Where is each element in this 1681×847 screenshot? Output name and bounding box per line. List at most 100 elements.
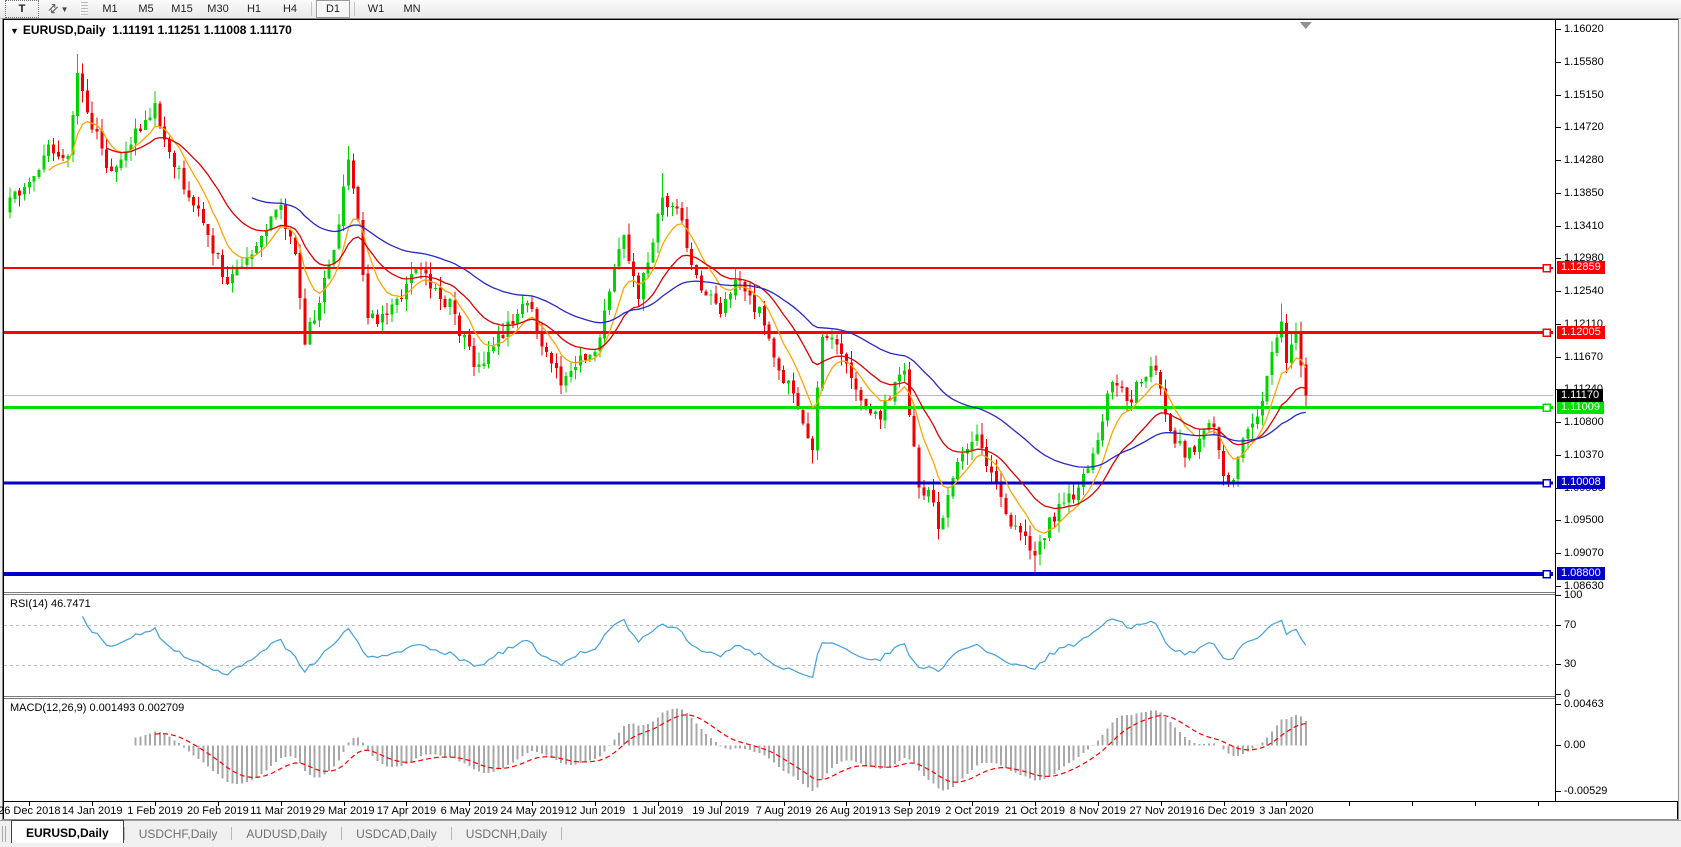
candle-body — [76, 72, 80, 117]
timeframe-button-m1[interactable]: M1 — [102, 3, 118, 15]
candle-body — [201, 208, 205, 223]
macd-chart-canvas[interactable] — [4, 699, 1555, 801]
chart-shift-marker-icon[interactable] — [1299, 22, 1312, 29]
current-price-badge: 1.11170 — [1557, 388, 1604, 402]
candle-body — [791, 380, 795, 394]
candle-body — [690, 249, 694, 266]
candle-body — [1033, 551, 1037, 556]
price-axis[interactable]: 1.16020 1.15580 1.15150 1.14720 1.14280 1.138… — [1555, 20, 1678, 801]
candle-body — [1246, 428, 1250, 439]
candle-body — [675, 206, 679, 209]
top-toolbar: T ⇅ ▼ M1 M5 M15 M30 H1 H4 D1 W1 MN — [0, 0, 1681, 19]
candle-body — [1231, 479, 1235, 483]
timeframe-button-h1[interactable]: H1 — [246, 3, 262, 15]
candle-body — [898, 374, 902, 382]
toolbar-separator — [354, 2, 355, 16]
candle-body — [259, 236, 263, 248]
chart-tab-eurusd[interactable]: EURUSD,Daily — [11, 820, 124, 843]
candle-body — [433, 287, 437, 289]
candle-body — [90, 112, 94, 130]
candle-body — [931, 490, 935, 503]
timeframe-button-w1[interactable]: W1 — [367, 3, 385, 15]
macd-signal-line — [155, 714, 1306, 783]
tab-divider — [341, 827, 343, 840]
rsi-chart-canvas[interactable] — [4, 595, 1555, 699]
candle-body — [332, 250, 336, 264]
timeframe-button-m30[interactable]: M30 — [207, 3, 229, 15]
collapse-arrow-icon[interactable]: ▼ — [10, 26, 19, 36]
price-tick-1.13850: 1.13850 — [1556, 186, 1604, 199]
date-label-8-Nov-2019: 8 Nov 2019 — [1069, 805, 1127, 817]
candle-body — [487, 351, 491, 364]
moving-average-20 — [106, 136, 1306, 510]
toolbar-separator — [311, 2, 312, 16]
cursor-tools-button[interactable]: ⇅ ▼ — [41, 0, 75, 18]
candle-body — [482, 363, 486, 366]
candle-body — [1135, 381, 1139, 404]
candle-body — [458, 315, 462, 337]
date-label-29-Mar-2019: 29 Mar 2019 — [312, 805, 375, 817]
hline-price-badge-1.12859: 1.12859 — [1557, 261, 1605, 275]
macd-label: MACD(12,26,9) 0.001493 0.002709 — [10, 702, 185, 714]
timeframe-button-m5[interactable]: M5 — [138, 3, 154, 15]
ohlc-values: 1.11191 1.11251 1.11008 1.11170 — [112, 23, 292, 37]
status-strip — [0, 842, 1681, 847]
candle-body — [1284, 323, 1288, 364]
candle-body — [1120, 386, 1124, 389]
chart-tab-usdcnh[interactable]: USDCNH,Daily — [465, 826, 548, 841]
line-anchor-marker[interactable] — [1542, 403, 1551, 412]
candle-body — [873, 411, 877, 415]
candle-body — [627, 234, 631, 262]
date-label-1-Feb-2019: 1 Feb 2019 — [127, 805, 183, 817]
candle-body — [1057, 504, 1061, 521]
date-tick — [280, 802, 282, 806]
timeframe-button-h4[interactable]: H4 — [282, 3, 298, 15]
chart-tab-usdchf[interactable]: USDCHF,Daily — [138, 826, 218, 841]
timeframe-button-mn[interactable]: MN — [403, 3, 421, 15]
candle-body — [622, 235, 626, 250]
candle-body — [893, 381, 897, 402]
line-anchor-marker[interactable] — [1542, 569, 1551, 579]
text-tool-button[interactable]: T — [5, 0, 39, 18]
panel-separator[interactable] — [4, 592, 1677, 593]
panel-separator[interactable] — [4, 696, 1677, 697]
date-label-27-Nov-2019: 27 Nov 2019 — [1129, 805, 1192, 817]
candle-body — [1193, 446, 1197, 452]
candle-body — [714, 293, 718, 304]
line-anchor-marker[interactable] — [1542, 328, 1551, 337]
candle-body — [864, 399, 868, 409]
candle-body — [525, 302, 529, 306]
tabbar-grip[interactable] — [2, 826, 8, 842]
date-tick — [1475, 802, 1476, 806]
date-label-19-Jul-2019: 19 Jul 2019 — [692, 805, 750, 817]
hline-price-badge-1.11009: 1.11009 — [1557, 400, 1604, 414]
timeframe-button-m15[interactable]: M15 — [171, 3, 193, 15]
candle-body — [990, 466, 994, 473]
candle-body — [1188, 447, 1192, 459]
candles-group — [8, 54, 1308, 575]
candle-body — [840, 343, 844, 355]
candle-body — [550, 353, 554, 364]
date-tick — [406, 802, 408, 806]
price-chart-canvas[interactable] — [4, 20, 1555, 592]
candle-body — [888, 398, 892, 401]
candle-body — [163, 126, 167, 140]
candle-body — [806, 423, 810, 438]
rsi-tick-100: 100 — [1555, 589, 1583, 601]
candle-body — [1043, 538, 1047, 541]
chart-tab-audusd[interactable]: AUDUSD,Daily — [246, 826, 328, 841]
line-anchor-marker[interactable] — [1542, 478, 1551, 488]
candle-body — [516, 313, 520, 324]
toolbar-grip[interactable] — [80, 2, 88, 16]
candle-body — [52, 144, 56, 154]
candle-body — [293, 237, 297, 254]
timeframe-button-d1[interactable]: D1 — [316, 0, 350, 18]
line-anchor-marker[interactable] — [1542, 263, 1551, 273]
rsi-line — [81, 616, 1307, 679]
candle-body — [13, 191, 17, 199]
time-axis[interactable]: 26 Dec 2018 14 Jan 2019 1 Feb 2019 20 Feb 2… — [0, 801, 1677, 819]
candle-body — [922, 487, 926, 496]
candle-body — [380, 314, 384, 323]
candle-body — [66, 155, 70, 160]
chart-tab-usdcad[interactable]: USDCAD,Daily — [356, 826, 437, 841]
